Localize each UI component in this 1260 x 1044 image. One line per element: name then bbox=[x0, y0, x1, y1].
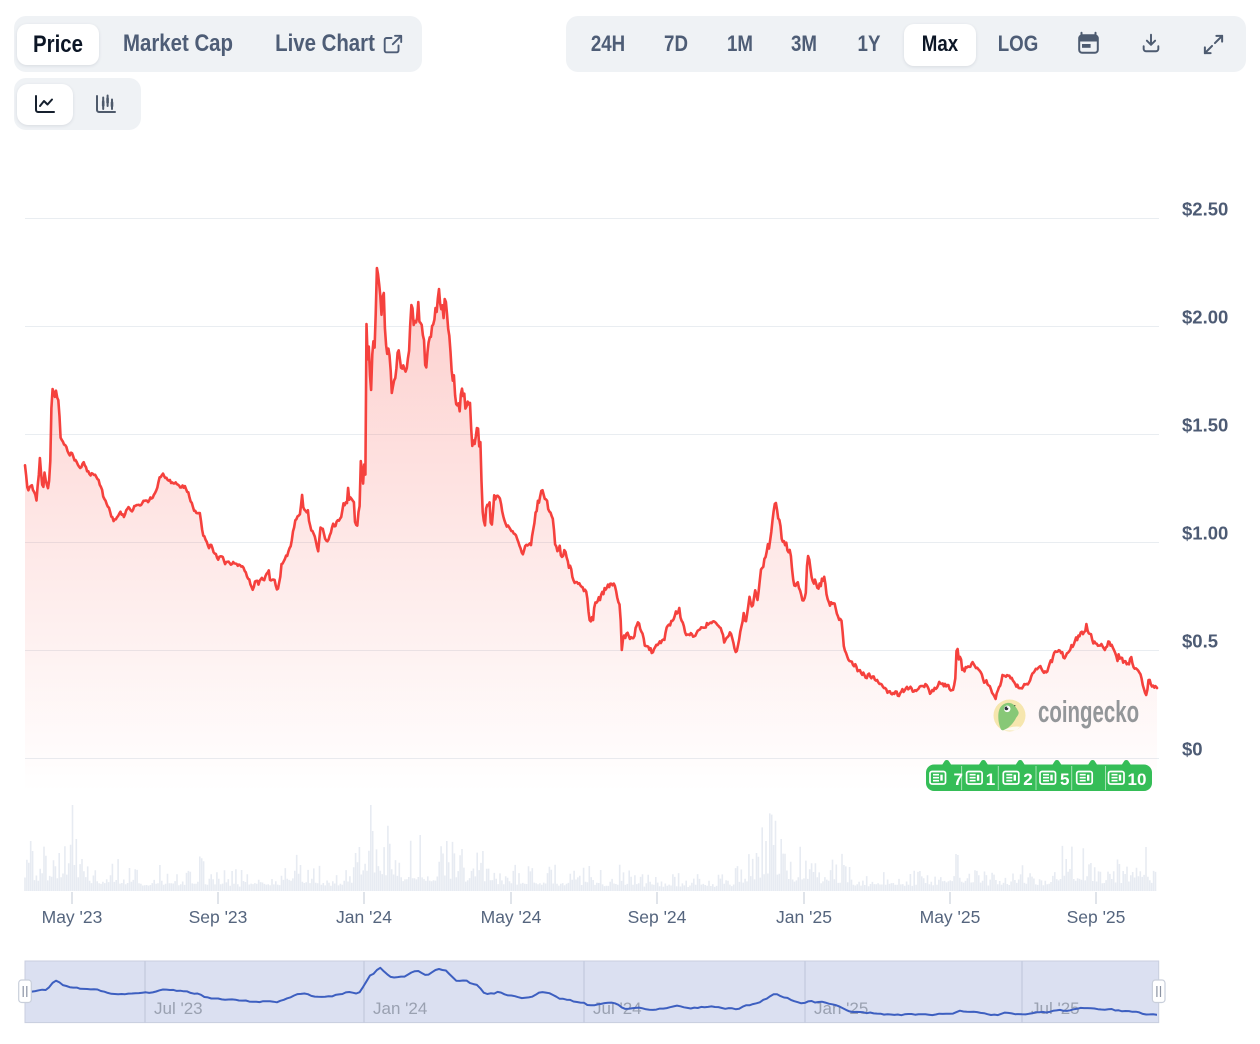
svg-text:Jul '23: Jul '23 bbox=[154, 999, 203, 1018]
svg-text:May '24: May '24 bbox=[481, 907, 542, 927]
svg-text:$2.50: $2.50 bbox=[1182, 199, 1228, 220]
svg-text:1: 1 bbox=[986, 770, 995, 789]
svg-text:5: 5 bbox=[1060, 770, 1069, 789]
svg-text:Jul '25: Jul '25 bbox=[1031, 999, 1080, 1018]
svg-text:$2.00: $2.00 bbox=[1182, 307, 1228, 328]
svg-text:2: 2 bbox=[1023, 770, 1032, 789]
svg-text:7: 7 bbox=[954, 770, 963, 789]
svg-text:May '25: May '25 bbox=[920, 907, 981, 927]
svg-text:$0: $0 bbox=[1182, 739, 1203, 760]
svg-text:Jan '24: Jan '24 bbox=[373, 999, 427, 1018]
svg-text:coingecko: coingecko bbox=[1038, 694, 1139, 729]
svg-text:Jan '24: Jan '24 bbox=[336, 907, 392, 927]
svg-text:$0.5: $0.5 bbox=[1182, 631, 1218, 652]
svg-text:$1.50: $1.50 bbox=[1182, 415, 1228, 436]
svg-text:May '23: May '23 bbox=[42, 907, 103, 927]
svg-text:Sep '23: Sep '23 bbox=[189, 907, 248, 927]
svg-text:Sep '24: Sep '24 bbox=[628, 907, 687, 927]
svg-text:10: 10 bbox=[1128, 770, 1147, 789]
svg-text:Sep '25: Sep '25 bbox=[1067, 907, 1126, 927]
svg-text:$1.00: $1.00 bbox=[1182, 523, 1228, 544]
svg-text:Jan '25: Jan '25 bbox=[776, 907, 832, 927]
